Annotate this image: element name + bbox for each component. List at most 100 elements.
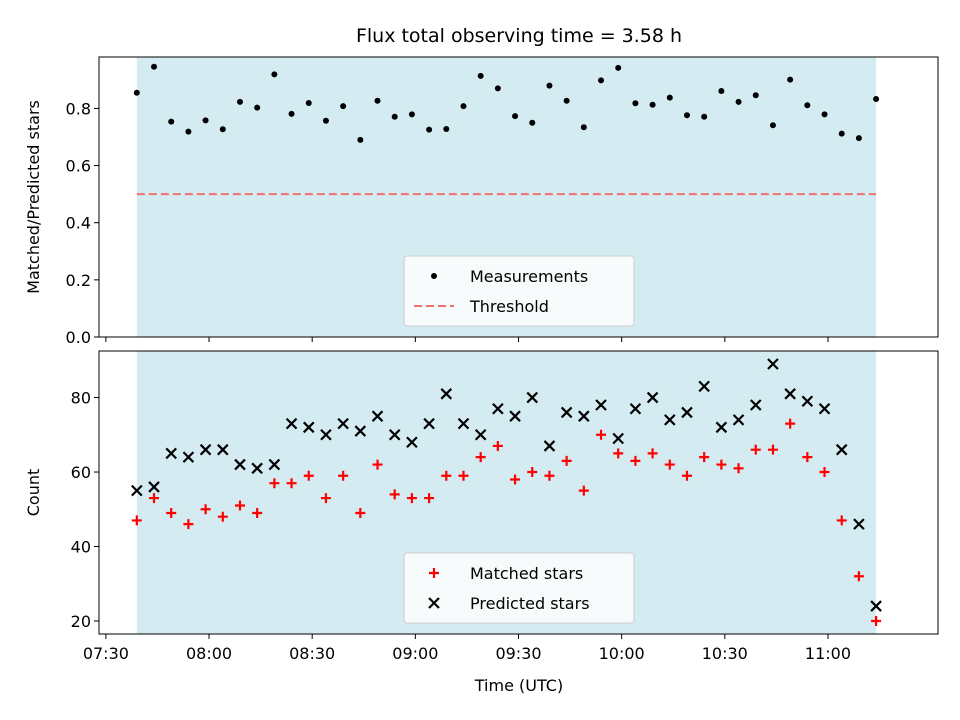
measurement-point bbox=[769, 122, 776, 129]
matched-stars-point bbox=[424, 493, 435, 504]
matched-stars-point bbox=[252, 507, 263, 518]
matched-stars-point bbox=[269, 478, 280, 489]
matched-stars-point bbox=[578, 485, 589, 496]
measurement-point bbox=[340, 103, 347, 110]
predicted-stars-point bbox=[337, 417, 349, 430]
matched-stars-point bbox=[630, 455, 641, 466]
measurement-point bbox=[443, 126, 450, 132]
predicted-stars-point bbox=[595, 399, 607, 411]
measurement-point bbox=[529, 119, 536, 126]
legend-marker-predicted bbox=[428, 597, 440, 609]
matched-stars-point bbox=[183, 519, 194, 530]
measurement-point bbox=[632, 100, 639, 107]
predicted-stars-point bbox=[131, 484, 143, 497]
measurement-point bbox=[701, 113, 708, 120]
measurement-point bbox=[546, 82, 553, 89]
measurement-point bbox=[288, 110, 295, 117]
plot-frame bbox=[98, 56, 939, 338]
matched-stars-point bbox=[647, 448, 658, 459]
matched-stars-point bbox=[853, 571, 864, 582]
y-tick-label: 0.4 bbox=[66, 214, 91, 233]
predicted-stars-point bbox=[818, 402, 831, 415]
predicted-stars-point bbox=[543, 440, 556, 452]
measurement-point bbox=[873, 96, 880, 102]
measurement-point bbox=[838, 130, 845, 137]
predicted-stars-point bbox=[492, 402, 504, 415]
x-tick-label: 08:30 bbox=[289, 644, 335, 663]
y-tick-label: 60 bbox=[71, 463, 91, 482]
measurement-point bbox=[322, 117, 329, 124]
bottom-panel: 20 40 60 80 07:30 08:00 08:30 09:00 09:30 10:00 10… bbox=[24, 350, 939, 663]
measurement-point bbox=[666, 94, 673, 101]
measurement-point bbox=[185, 128, 192, 135]
x-tick-label: 10:00 bbox=[599, 644, 645, 663]
matched-stars-point bbox=[836, 515, 847, 526]
predicted-stars-point bbox=[870, 600, 882, 612]
predicted-stars-point bbox=[354, 425, 367, 437]
matched-stars-point bbox=[527, 467, 538, 478]
chart-title: Flux total observing time = 3.58 h bbox=[356, 25, 682, 47]
plot-frame bbox=[98, 350, 939, 635]
predicted-stars-point bbox=[423, 417, 435, 430]
measurement-point bbox=[735, 98, 742, 105]
measurement-point bbox=[855, 135, 862, 142]
predicted-stars-point bbox=[801, 395, 814, 408]
matched-stars-point bbox=[355, 507, 366, 518]
predicted-stars-point bbox=[217, 443, 229, 456]
measurement-point bbox=[374, 97, 381, 104]
predicted-stars-point bbox=[526, 391, 539, 404]
measurement-point bbox=[357, 136, 364, 143]
predicted-stars-point bbox=[388, 429, 401, 441]
matched-stars-point bbox=[613, 448, 624, 459]
predicted-stars-point bbox=[578, 410, 590, 422]
legend-box bbox=[403, 255, 635, 327]
matched-stars-point bbox=[406, 493, 417, 504]
matched-stars-point bbox=[699, 452, 710, 463]
legend-marker-measurements bbox=[431, 273, 437, 279]
matched-stars-point bbox=[149, 493, 160, 504]
y-axis-label: Matched/Predicted stars bbox=[24, 100, 43, 294]
top-panel: 0.0 0.2 0.4 0.6 0.8 Matched/Predicted stars Me… bbox=[24, 56, 939, 347]
predicted-stars-point bbox=[784, 388, 796, 400]
predicted-stars-point bbox=[698, 380, 710, 393]
matched-stars-point bbox=[785, 418, 796, 429]
matched-stars-point bbox=[750, 444, 761, 455]
measurement-point bbox=[151, 63, 158, 70]
predicted-stars-point bbox=[457, 417, 470, 430]
predicted-stars-point bbox=[474, 429, 487, 441]
matched-stars-point bbox=[234, 500, 245, 511]
legend-box bbox=[403, 552, 635, 624]
predicted-stars-point bbox=[285, 417, 298, 430]
predicted-stars-point bbox=[268, 458, 281, 471]
matched-stars-point bbox=[389, 489, 400, 500]
matched-stars-point bbox=[802, 452, 813, 463]
measurement-point bbox=[426, 126, 433, 133]
x-tick-label: 11:00 bbox=[805, 644, 851, 663]
matched-stars-point bbox=[338, 470, 349, 481]
legend-label: Measurements bbox=[470, 267, 588, 286]
x-tick-label: 09:00 bbox=[392, 644, 438, 663]
matched-stars-point bbox=[733, 463, 744, 474]
predicted-stars-point bbox=[664, 414, 676, 426]
matched-stars-point bbox=[372, 459, 383, 470]
matched-stars-point bbox=[819, 467, 830, 478]
x-tick-label: 09:30 bbox=[495, 644, 541, 663]
measurement-point bbox=[787, 76, 794, 83]
predicted-stars-point bbox=[853, 518, 865, 530]
measurement-point bbox=[254, 104, 261, 111]
y-tick-label: 0.0 bbox=[66, 328, 91, 347]
matched-stars-point bbox=[681, 470, 692, 481]
x-tick-label: 08:00 bbox=[186, 644, 232, 663]
measurement-point bbox=[202, 117, 209, 124]
measurement-point bbox=[649, 101, 656, 108]
matched-stars-point bbox=[664, 459, 675, 470]
measurement-point bbox=[133, 89, 140, 96]
measurement-point bbox=[305, 100, 312, 106]
matched-stars-point bbox=[596, 429, 607, 440]
predicted-stars-point bbox=[371, 410, 384, 422]
measurement-point bbox=[512, 113, 519, 120]
x-tick-label: 10:30 bbox=[702, 644, 748, 663]
y-tick-label: 20 bbox=[71, 612, 91, 631]
y-tick-label: 0.2 bbox=[66, 271, 91, 290]
